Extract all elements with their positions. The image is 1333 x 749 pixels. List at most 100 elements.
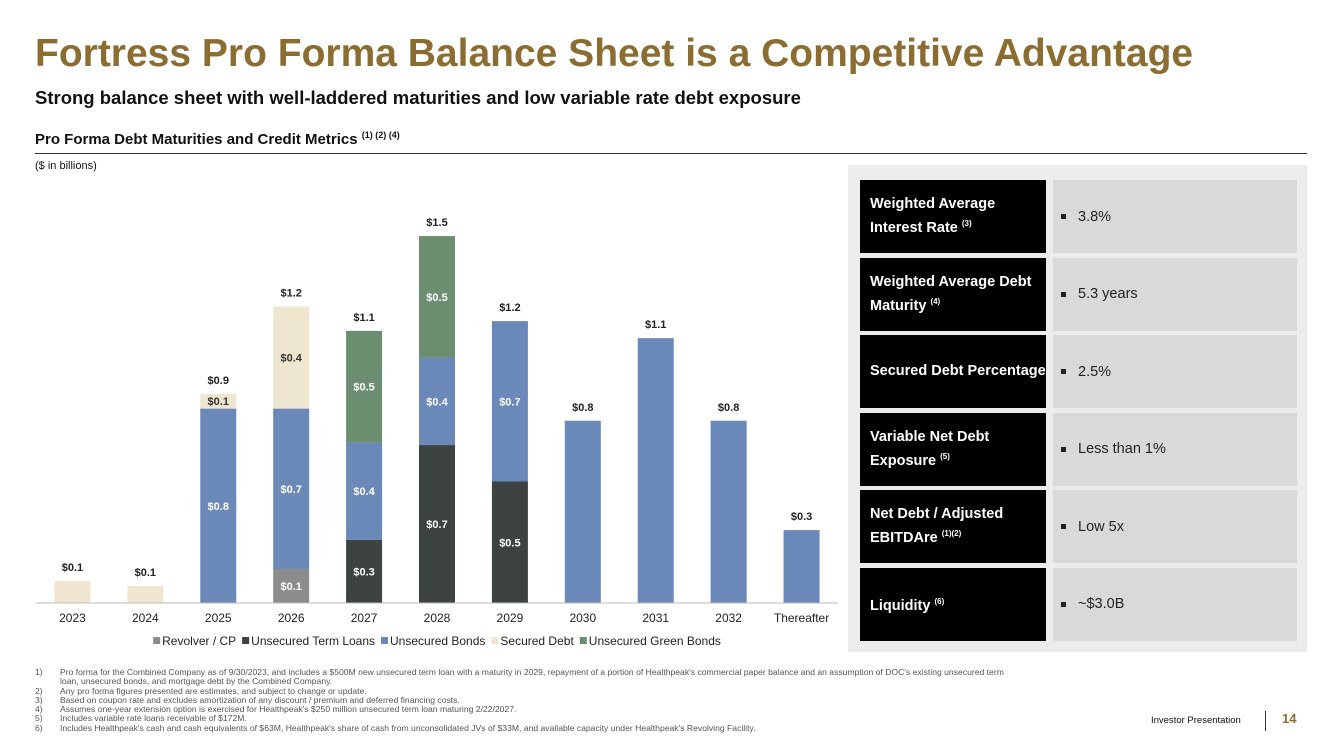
bar-segment <box>710 420 747 603</box>
metric-row: Secured Debt Percentage 2.5% <box>860 335 1297 408</box>
rule <box>35 153 1307 154</box>
total-label: $0.8 <box>572 402 593 414</box>
title: Fortress Pro Forma Balance Sheet is a Co… <box>35 32 1194 75</box>
footnote-text: Includes Healthpeak's cash and cash equi… <box>60 722 756 733</box>
footnote-number: 4) <box>35 704 43 715</box>
chart: $0.1 2023 $0.1 2024 $0.8 $0.1 $0.9 2025 $0.1 $0.7… <box>36 217 838 648</box>
total-label: $0.9 <box>208 375 229 387</box>
legend: Revolver / CP Unsecured Term Loans Unsecur… <box>153 634 721 648</box>
metric-value: 2.5% <box>1053 335 1297 408</box>
bar-segment <box>346 539 383 603</box>
metric-row: Liquidity (6) ~$3.0B <box>860 567 1297 641</box>
section-heading: Pro Forma Debt Maturities and Credit Met… <box>35 130 400 148</box>
legend-swatch <box>242 637 250 644</box>
metric-label-text: Secured Debt Percentage <box>870 362 1046 381</box>
legend-label: Unsecured Term Loans <box>251 634 375 648</box>
footnote: 5) Includes variable rate loans receivabl… <box>35 713 1015 724</box>
legend-label: Secured Debt <box>500 634 574 648</box>
metric-label-text: Weighted Average Interest Rate (3) <box>870 195 1046 238</box>
metric-label-text: Weighted Average Debt Maturity (4) <box>870 273 1046 316</box>
metric-row: Weighted Average Interest Rate (3) 3.8% <box>860 180 1297 253</box>
bar-segment <box>564 420 601 603</box>
x-tick-label: Thereafter <box>774 611 829 625</box>
segment-label: $0.8 <box>208 501 229 513</box>
x-tick-label: 2027 <box>351 611 378 625</box>
bar-segment <box>491 481 528 603</box>
x-tick-label: 2032 <box>715 611 742 625</box>
footnotes: 1) Pro forma for the Combined Company as … <box>35 667 1015 733</box>
metric-value: Low 5x <box>1053 490 1297 563</box>
metric-label-text: Variable Net Debt Exposure (5) <box>870 428 1046 471</box>
segment-label: $0.3 <box>353 566 374 578</box>
footnote: 6) Includes Healthpeak's cash and cash eq… <box>35 722 1015 733</box>
section-title: Pro Forma Debt Maturities and Credit Met… <box>35 131 358 148</box>
footnote: 2) Any pro forma figures presented are es… <box>35 685 1015 696</box>
metric-label: Secured Debt Percentage <box>860 335 1046 408</box>
total-label: $1.2 <box>280 288 301 300</box>
metric-label: Weighted Average Interest Rate (3) <box>860 180 1046 253</box>
bar-segment <box>273 306 310 409</box>
bar-segment <box>419 357 455 446</box>
footnote-number: 1) <box>35 667 43 677</box>
metric-value: ~$3.0B <box>1053 567 1297 641</box>
footnote-number: 6) <box>35 722 43 733</box>
total-label: $0.3 <box>791 511 812 523</box>
metrics-panel: Weighted Average Interest Rate (3) 3.8% We… <box>848 165 1307 652</box>
bar-segment <box>200 394 237 409</box>
metric-label-text: Net Debt / Adjusted EBITDAre (1)(2) <box>870 505 1046 548</box>
x-tick-label: 2030 <box>569 611 596 625</box>
total-label: $1.1 <box>353 312 374 324</box>
metric-note: (4) <box>930 296 941 306</box>
metric-label: Net Debt / Adjusted EBITDAre (1)(2) <box>860 490 1046 563</box>
footnote-text: Based on coupon rate and excludes amorti… <box>60 694 460 705</box>
segment-label: $0.4 <box>426 396 448 408</box>
footnote-text: Includes variable rate loans receivable … <box>60 713 247 724</box>
footnote-text: Any pro forma figures presented are esti… <box>60 685 367 696</box>
legend-swatch <box>491 637 499 644</box>
metric-note: (1)(2) <box>941 529 962 539</box>
bar-segment <box>419 445 455 603</box>
total-label: $0.1 <box>62 562 83 574</box>
metric-name: Net Debt / Adjusted EBITDAre <box>870 506 1004 546</box>
segment-label: $0.5 <box>499 537 520 549</box>
legend-label: Unsecured Green Bonds <box>589 634 721 648</box>
x-tick-label: 2026 <box>278 611 305 625</box>
bar-segment <box>346 330 383 443</box>
metric-label-text: Liquidity (6) <box>870 592 944 616</box>
total-label: $1.5 <box>426 217 447 229</box>
metric-label: Weighted Average Debt Maturity (4) <box>860 257 1046 331</box>
metric-value: 3.8% <box>1053 180 1297 253</box>
total-label: $0.1 <box>135 567 156 579</box>
segment-label: $0.7 <box>280 484 301 496</box>
segment-label: $0.4 <box>280 353 302 365</box>
footnote: 4) Assumes one-year extension option is e… <box>35 704 1015 715</box>
metric-name: Weighted Average Interest Rate <box>870 196 996 236</box>
page-number: 14 <box>1282 711 1297 726</box>
bar-segment <box>200 408 237 603</box>
footer-label: Investor Presentation <box>1151 715 1241 726</box>
total-label: $1.1 <box>645 319 666 331</box>
legend-label: Unsecured Bonds <box>390 634 485 648</box>
bar-segment <box>273 568 310 603</box>
footnote-text: Pro forma for the Combined Company as of… <box>60 667 1004 687</box>
metric-value: 5.3 years <box>1053 257 1297 331</box>
bar-segment <box>346 442 383 540</box>
footnote-text: Assumes one-year extension option is exe… <box>60 704 517 715</box>
footnote: 1) Pro forma for the Combined Company as … <box>35 667 1015 687</box>
segment-label: $0.1 <box>280 581 301 593</box>
metric-row: Variable Net Debt Exposure (5) Less than … <box>860 412 1297 486</box>
metric-value: Less than 1% <box>1053 412 1297 486</box>
section-notes: (1) (2) (4) <box>361 130 400 140</box>
segment-label: $0.7 <box>499 396 520 408</box>
segment-label: $0.1 <box>208 396 229 408</box>
bar-segment <box>419 236 455 358</box>
bar-segment <box>637 338 674 603</box>
units: ($ in billions) <box>35 160 97 172</box>
x-tick-label: 2024 <box>132 611 159 625</box>
footnote: 3) Based on coupon rate and excludes amor… <box>35 694 1015 705</box>
footnote-number: 3) <box>35 694 43 705</box>
metric-name: Liquidity <box>870 597 931 614</box>
metric-label: Liquidity (6) <box>860 567 1046 641</box>
metric-row: Net Debt / Adjusted EBITDAre (1)(2) Low 5… <box>860 490 1297 563</box>
